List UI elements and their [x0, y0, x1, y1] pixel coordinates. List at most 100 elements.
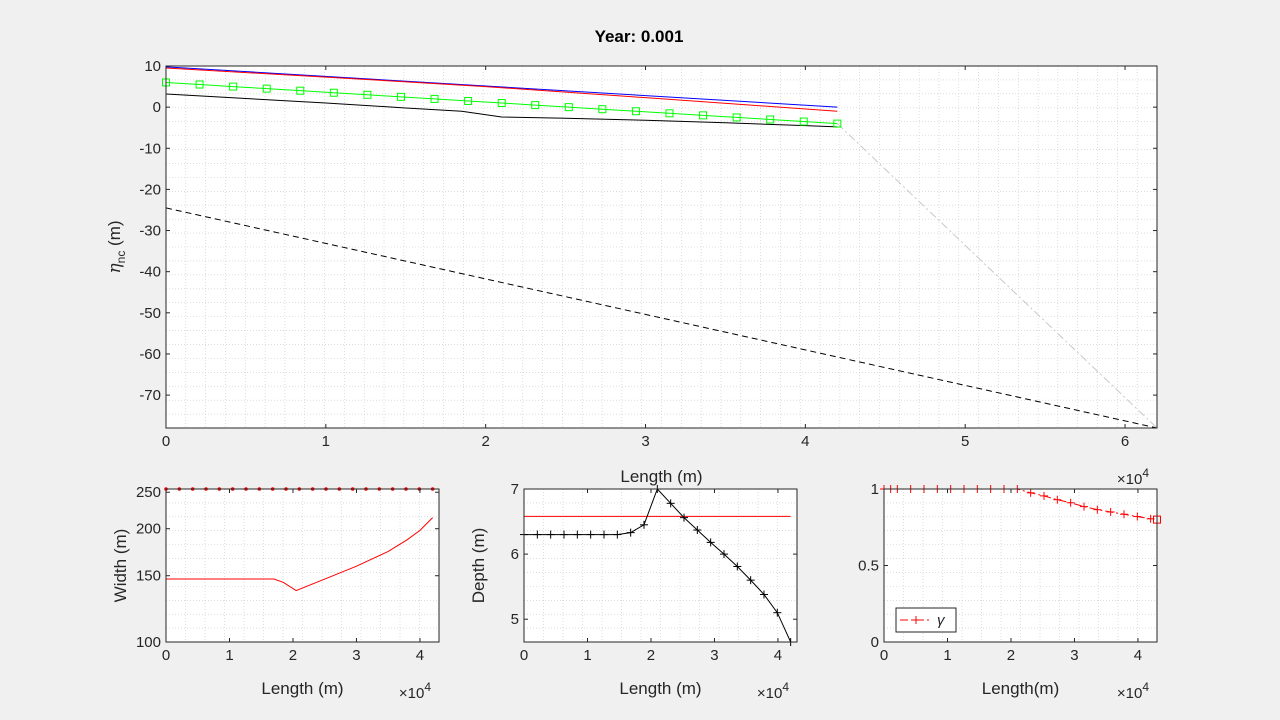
- main-ytick-label: 10: [144, 58, 161, 75]
- main-series-line-5: [836, 123, 1157, 428]
- depth-series-line-1: [524, 489, 792, 642]
- main-xtick-label: 1: [322, 433, 330, 450]
- main-xtick-label: 4: [801, 433, 809, 450]
- width-ytick-label: 150: [136, 568, 161, 585]
- depth-ylabel: Depth (m): [469, 528, 488, 604]
- width-xtick-label: 4: [416, 647, 424, 664]
- depth-ytick-label: 6: [511, 546, 519, 563]
- depth-series: [524, 489, 792, 642]
- depth-x-exponent-power: 4: [782, 680, 789, 694]
- main-ytick-label: 0: [153, 99, 161, 116]
- gamma-xtick-label: 3: [1070, 647, 1078, 664]
- main-xtick-label: 0: [162, 433, 170, 450]
- main-x-exponent-power: 4: [1142, 466, 1149, 480]
- main-series-3-marker: [396, 92, 405, 101]
- width-x-exponent: ×104: [399, 680, 431, 702]
- gamma-ytick-label: 1: [871, 481, 879, 498]
- depth-xtick-label: 3: [710, 647, 718, 664]
- main-series-line-4: [166, 207, 1157, 428]
- gamma-ytick-label: 0.5: [858, 558, 879, 575]
- width-axes-box: [165, 488, 440, 643]
- main-series-3-marker: [732, 113, 741, 122]
- main-ylabel-symbol: η: [105, 263, 125, 274]
- main-series-3-marker: [766, 115, 775, 124]
- main-axes[interactable]: 0 1 2 3 4 5 6100-10-20-30-40-50-60-70×104Lengt…: [105, 58, 1158, 488]
- main-series-3-marker: [598, 105, 607, 114]
- depth-x-exponent: ×104: [757, 680, 789, 702]
- width-grid: [166, 489, 439, 642]
- main-xtick-label: 2: [482, 433, 490, 450]
- main-series-3-marker: [564, 103, 573, 112]
- gamma-x-exponent-base: ×10: [1117, 685, 1142, 702]
- main-ytick-label: -30: [139, 223, 161, 240]
- main-series-3-marker: [497, 99, 506, 108]
- width-xtick-label: 0: [162, 647, 170, 664]
- main-ytick-label: -50: [139, 305, 161, 322]
- depth-ytick-label: 7: [511, 481, 519, 498]
- depth-xtick-label: 2: [647, 647, 655, 664]
- main-series-line-3: [166, 81, 838, 125]
- main-ytick-label: -20: [139, 181, 161, 198]
- main-xtick-label: 5: [961, 433, 969, 450]
- main-series-3-marker: [296, 86, 305, 95]
- depth-xlabel: Length (m): [619, 679, 701, 698]
- main-series-3-marker: [430, 94, 439, 103]
- main-axes-box: [165, 65, 1158, 429]
- depth-ytick-label: 5: [511, 611, 519, 628]
- depth-xtick-label: 4: [774, 647, 782, 664]
- gamma-xtick-label: 2: [1007, 647, 1015, 664]
- main-series-3-marker: [665, 109, 674, 118]
- main-x-exponent-base: ×10: [1117, 471, 1142, 488]
- main-series-3-marker: [699, 111, 708, 120]
- width-ylabel: Width (m): [111, 529, 130, 603]
- width-ytick-label: 200: [136, 521, 161, 538]
- width-xtick-label: 2: [289, 647, 297, 664]
- depth-axes[interactable]: 0 1 2 3 4 5 6 7 ×104 Length (m) Depth (m): [469, 481, 798, 702]
- gamma-xtick-label: 0: [880, 647, 888, 664]
- main-ytick-label: -70: [139, 387, 161, 404]
- depth-axes-box: [523, 488, 798, 643]
- main-ylabel: ηnc (m): [105, 220, 128, 273]
- width-x-exponent-power: 4: [424, 680, 431, 694]
- width-series-line-1: [166, 517, 434, 592]
- main-ylabel-unit: (m): [105, 220, 124, 250]
- main-series-3-marker: [531, 101, 540, 110]
- main-series-line-1: [166, 67, 838, 112]
- gamma-xtick-label: 4: [1134, 647, 1142, 664]
- width-xlabel: Length (m): [261, 679, 343, 698]
- width-series: [166, 489, 434, 592]
- width-xtick-label: 3: [352, 647, 360, 664]
- main-series-3-marker: [262, 84, 271, 93]
- depth-xtick-label: 0: [520, 647, 528, 664]
- main-xlabel: Length (m): [620, 467, 702, 486]
- depth-xtick-label: 1: [583, 647, 591, 664]
- gamma-ytick-label: 0: [871, 634, 879, 651]
- main-series-3-marker: [329, 88, 338, 97]
- main-series-line-2: [166, 93, 838, 128]
- figure-title: Year: 0.001: [595, 27, 684, 46]
- width-x-exponent-base: ×10: [399, 685, 424, 702]
- width-ytick-label: 100: [136, 634, 161, 651]
- main-series-3-marker: [833, 119, 842, 128]
- main-series-3-marker: [631, 107, 640, 116]
- main-xtick-label: 6: [1121, 433, 1129, 450]
- gamma-legend-label: γ: [937, 612, 946, 629]
- gamma-x-exponent: ×104: [1117, 680, 1149, 702]
- main-ylabel-sub: nc: [114, 251, 128, 264]
- main-ytick-label: -60: [139, 346, 161, 363]
- width-ytick-label: 250: [136, 484, 161, 501]
- main-series: [166, 66, 1157, 428]
- main-series-line-0: [166, 66, 838, 108]
- main-series-3-marker: [195, 80, 204, 89]
- main-xtick-label: 3: [641, 433, 649, 450]
- gamma-x-exponent-power: 4: [1142, 680, 1149, 694]
- main-ytick-label: -10: [139, 140, 161, 157]
- main-series-3-marker: [363, 90, 372, 99]
- main-series-3-marker: [799, 117, 808, 126]
- depth-plot-area: [524, 489, 797, 642]
- main-series-3-marker: [464, 96, 473, 105]
- main-series-3-marker: [229, 82, 238, 91]
